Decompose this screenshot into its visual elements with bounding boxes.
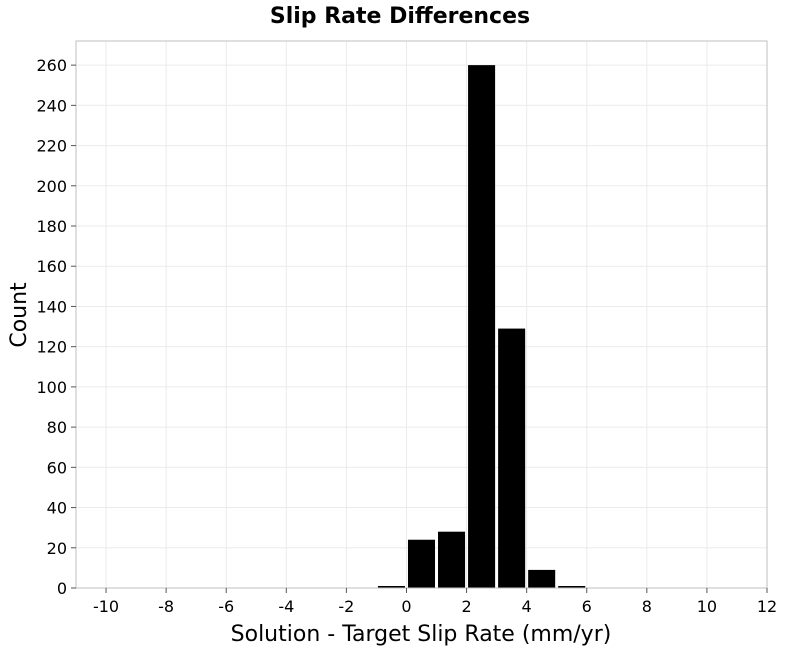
- y-tick-label: 180: [36, 217, 67, 236]
- y-tick-label: 120: [36, 338, 67, 357]
- y-tick-label: 200: [36, 177, 67, 196]
- y-tick-label: 140: [36, 297, 67, 316]
- y-tick-label: 260: [36, 56, 67, 75]
- plot-frame: [75, 40, 768, 589]
- x-axis-label: Solution - Target Slip Rate (mm/yr): [231, 622, 612, 647]
- y-tick-label: 100: [36, 378, 67, 397]
- gridlines: [76, 41, 768, 589]
- histogram-bar: [407, 539, 436, 588]
- histogram-bar: [498, 328, 526, 588]
- x-tick-label: 0: [401, 597, 411, 616]
- chart-title: Slip Rate Differences: [270, 4, 530, 29]
- x-tick-label: 10: [697, 597, 717, 616]
- x-tick-label: -8: [158, 597, 174, 616]
- x-tick-label: -10: [93, 597, 119, 616]
- histogram-bar: [558, 585, 586, 588]
- x-tick-label: -2: [338, 597, 354, 616]
- y-tick-label: 240: [36, 96, 67, 115]
- y-tick-label: 0: [57, 579, 67, 598]
- x-tick-label: -6: [218, 597, 234, 616]
- x-tick-label: 12: [757, 597, 777, 616]
- y-tick-label: 160: [36, 257, 67, 276]
- x-tick-label: 4: [522, 597, 532, 616]
- bars-group: [377, 65, 586, 589]
- x-tick-label: -4: [278, 597, 294, 616]
- x-tick-label: 8: [642, 597, 652, 616]
- histogram-bar: [377, 585, 405, 588]
- histogram-bar: [438, 531, 466, 588]
- y-axis-label: Count: [7, 282, 32, 348]
- x-tick-label: 2: [461, 597, 471, 616]
- histogram-bar: [528, 569, 556, 588]
- x-axis-ticks: -10 -8 -6 -4 -2 0 2 4 6 8 10 12: [93, 588, 777, 616]
- y-tick-label: 80: [47, 418, 67, 437]
- histogram-bar: [468, 65, 496, 589]
- x-tick-label: 6: [582, 597, 592, 616]
- y-tick-label: 20: [47, 539, 67, 558]
- y-axis-ticks: 0 20 40 60 80 100 120 140 160 180 200 220 240 260: [36, 56, 76, 598]
- y-tick-label: 40: [47, 499, 67, 518]
- y-tick-label: 220: [36, 137, 67, 156]
- y-tick-label: 60: [47, 458, 67, 477]
